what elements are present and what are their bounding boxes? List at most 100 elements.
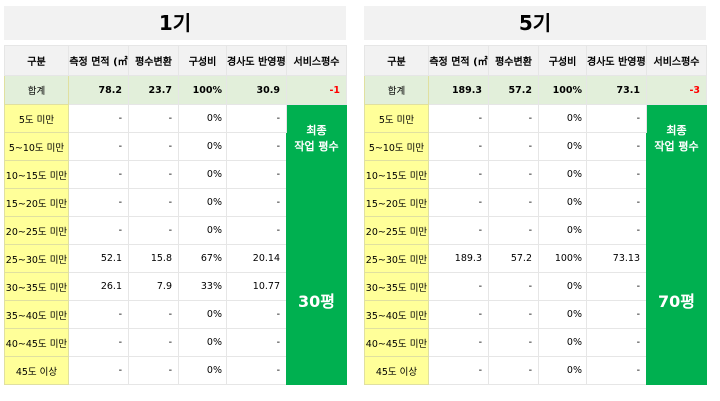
row-pyeong: - [488, 272, 539, 301]
row-label: 20~25도 미만 [364, 216, 429, 245]
row-ratio: 67% [178, 244, 227, 273]
row-area: 189.3 [428, 244, 489, 273]
table-row: 35~40도 미만 - - 0% - [4, 300, 347, 329]
row-label: 5도 미만 [4, 104, 69, 133]
final-work-pyeong: 최종 작업 평수 30평 [286, 104, 347, 385]
final-value: 30평 [298, 292, 335, 311]
header-applied: 경사도 반영평수 [586, 45, 647, 76]
table-row: 45도 이상 - - 0% - [4, 356, 347, 385]
row-ratio: 0% [178, 160, 227, 189]
table-row: 5도 미만 - - 0% - 최종 작업 평수 70평 [364, 104, 707, 385]
row-area: - [428, 328, 489, 357]
row-area: - [68, 328, 129, 357]
panel-1gi: 1기 구분 측정 면적 (㎡ 평수변환 구성비 경사도 반영평수 서비스평수 합… [4, 0, 347, 385]
final-work-pyeong: 최종 작업 평수 70평 [646, 104, 707, 385]
row-pyeong: - [488, 160, 539, 189]
row-ratio: 0% [178, 188, 227, 217]
row-area: - [68, 216, 129, 245]
row-label: 45도 이상 [4, 356, 69, 385]
header-row: 구분 측정 면적 (㎡ 평수변환 구성비 경사도 반영평수 서비스평수 [4, 45, 347, 76]
row-label: 10~15도 미만 [364, 160, 429, 189]
header-service: 서비스평수 [646, 45, 707, 76]
row-applied: - [586, 272, 647, 301]
row-pyeong: 57.2 [488, 244, 539, 273]
row-ratio: 0% [538, 356, 587, 385]
total-applied: 30.9 [226, 75, 287, 105]
row-applied: 10.77 [226, 272, 287, 301]
final-label: 최종 작업 평수 [648, 123, 706, 155]
header-pyeong: 평수변환 [128, 45, 179, 76]
total-row: 합계 189.3 57.2 100% 73.1 -3 [364, 75, 707, 105]
row-label: 40~45도 미만 [4, 328, 69, 357]
table-row: 5~10도 미만 - - 0% - [364, 132, 707, 161]
row-area: - [428, 132, 489, 161]
row-pyeong: - [128, 300, 179, 329]
row-area: 26.1 [68, 272, 129, 301]
row-area: - [428, 300, 489, 329]
row-area: - [428, 216, 489, 245]
row-applied: - [586, 160, 647, 189]
row-applied: - [226, 188, 287, 217]
row-applied: - [226, 328, 287, 357]
row-pyeong: - [488, 356, 539, 385]
total-row: 합계 78.2 23.7 100% 30.9 -1 [4, 75, 347, 105]
row-pyeong: - [488, 300, 539, 329]
row-applied: 73.13 [586, 244, 647, 273]
row-label: 25~30도 미만 [364, 244, 429, 273]
total-ratio: 100% [178, 75, 227, 105]
row-label: 15~20도 미만 [4, 188, 69, 217]
table-row: 45도 이상 - - 0% - [364, 356, 707, 385]
final-label: 최종 작업 평수 [288, 123, 346, 155]
panel-title: 1기 [4, 6, 346, 40]
row-applied: - [226, 216, 287, 245]
row-area: - [428, 188, 489, 217]
total-service: -1 [286, 75, 347, 105]
row-ratio: 0% [178, 328, 227, 357]
row-pyeong: - [488, 188, 539, 217]
panel-5gi: 5기 구분 측정 면적 (㎡ 평수변환 구성비 경사도 반영평수 서비스평수 합… [364, 0, 707, 385]
row-ratio: 33% [178, 272, 227, 301]
row-applied: 20.14 [226, 244, 287, 273]
table-row: 5~10도 미만 - - 0% - [4, 132, 347, 161]
row-pyeong: - [488, 328, 539, 357]
header-ratio: 구성비 [538, 45, 587, 76]
row-applied: - [586, 216, 647, 245]
slope-table: 구분 측정 면적 (㎡ 평수변환 구성비 경사도 반영평수 서비스평수 합계 1… [364, 45, 707, 385]
final-label-line2: 작업 평수 [294, 140, 339, 153]
row-area: - [428, 160, 489, 189]
table-row: 10~15도 미만 - - 0% - [4, 160, 347, 189]
row-area: - [68, 300, 129, 329]
total-service: -3 [646, 75, 707, 105]
row-pyeong: - [128, 132, 179, 161]
row-ratio: 0% [178, 216, 227, 245]
row-pyeong: - [488, 216, 539, 245]
header-row: 구분 측정 면적 (㎡ 평수변환 구성비 경사도 반영평수 서비스평수 [364, 45, 707, 76]
row-pyeong: - [128, 188, 179, 217]
row-label: 35~40도 미만 [4, 300, 69, 329]
row-area: - [68, 356, 129, 385]
row-label: 45도 이상 [364, 356, 429, 385]
table-row: 10~15도 미만 - - 0% - [364, 160, 707, 189]
row-pyeong: - [128, 160, 179, 189]
row-area: - [68, 132, 129, 161]
row-area: - [68, 104, 129, 133]
header-service: 서비스평수 [286, 45, 347, 76]
row-label: 5~10도 미만 [4, 132, 69, 161]
row-area: - [428, 356, 489, 385]
row-ratio: 100% [538, 244, 587, 273]
row-pyeong: - [128, 328, 179, 357]
row-ratio: 0% [538, 300, 587, 329]
header-category: 구분 [4, 45, 69, 76]
header-category: 구분 [364, 45, 429, 76]
row-ratio: 0% [538, 188, 587, 217]
row-applied: - [586, 300, 647, 329]
row-label: 40~45도 미만 [364, 328, 429, 357]
row-ratio: 0% [538, 104, 587, 133]
row-applied: - [586, 328, 647, 357]
table-row: 20~25도 미만 - - 0% - [364, 216, 707, 245]
row-pyeong: 7.9 [128, 272, 179, 301]
row-applied: - [586, 188, 647, 217]
row-label: 30~35도 미만 [364, 272, 429, 301]
row-pyeong: 15.8 [128, 244, 179, 273]
row-label: 30~35도 미만 [4, 272, 69, 301]
